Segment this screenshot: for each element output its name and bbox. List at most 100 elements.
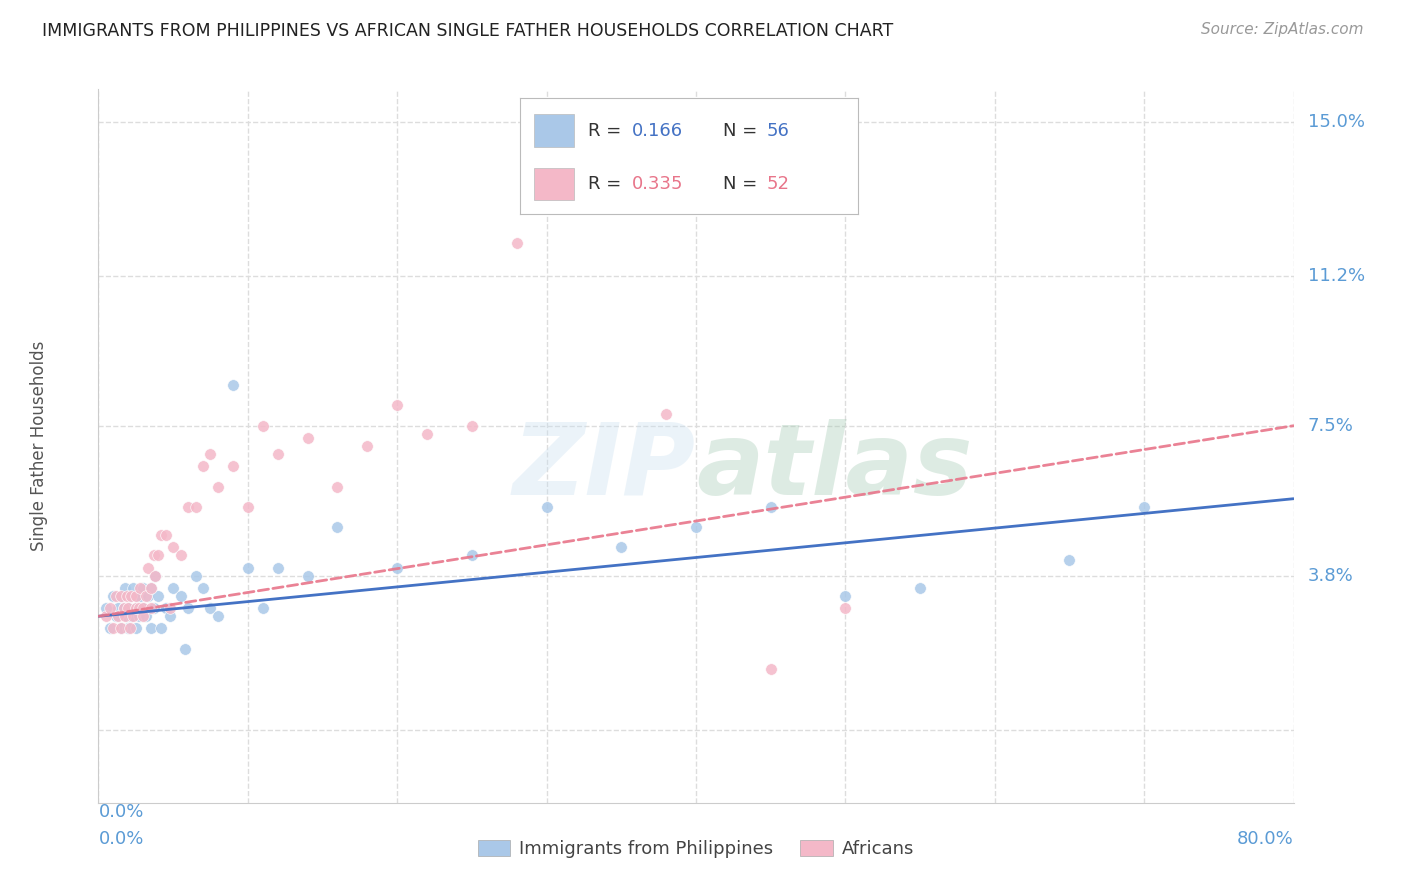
Point xyxy=(125,622,148,636)
Point xyxy=(252,601,274,615)
Point xyxy=(222,378,245,392)
Point xyxy=(129,589,152,603)
Point xyxy=(222,459,245,474)
Point xyxy=(200,601,222,615)
Point xyxy=(150,528,173,542)
Point xyxy=(94,601,117,615)
Point xyxy=(135,609,157,624)
Point xyxy=(184,568,207,582)
Point xyxy=(565,155,588,169)
Text: IMMIGRANTS FROM PHILIPPINES VS AFRICAN SINGLE FATHER HOUSEHOLDS CORRELATION CHAR: IMMIGRANTS FROM PHILIPPINES VS AFRICAN S… xyxy=(42,22,893,40)
Point xyxy=(132,609,155,624)
Point xyxy=(159,601,181,615)
Point xyxy=(174,641,197,656)
Text: Source: ZipAtlas.com: Source: ZipAtlas.com xyxy=(1201,22,1364,37)
Point xyxy=(155,528,177,542)
Point xyxy=(536,500,558,514)
Point xyxy=(136,589,159,603)
Point xyxy=(110,589,132,603)
Point xyxy=(416,426,439,441)
Point xyxy=(125,601,148,615)
Text: R =: R = xyxy=(588,175,627,193)
Point xyxy=(297,568,319,582)
Text: 56: 56 xyxy=(766,121,789,139)
Point xyxy=(1059,552,1081,566)
Point xyxy=(129,581,152,595)
Point xyxy=(103,622,125,636)
Point xyxy=(120,589,142,603)
Point xyxy=(136,560,159,574)
Point xyxy=(834,601,856,615)
Point xyxy=(610,541,633,555)
Point xyxy=(114,581,136,595)
Point xyxy=(200,447,222,461)
Point xyxy=(169,549,191,563)
Text: Single Father Households: Single Father Households xyxy=(30,341,48,551)
Point xyxy=(461,418,484,433)
Point xyxy=(135,589,157,603)
Point xyxy=(834,589,856,603)
Point xyxy=(385,560,409,574)
Point xyxy=(143,568,166,582)
Point xyxy=(155,601,177,615)
Point xyxy=(162,581,184,595)
Point xyxy=(759,662,782,676)
Text: 11.2%: 11.2% xyxy=(1308,267,1365,285)
Point xyxy=(326,520,349,534)
Point xyxy=(236,560,259,574)
Point xyxy=(1133,500,1156,514)
Point xyxy=(132,601,155,615)
Point xyxy=(506,236,529,251)
Point xyxy=(139,601,162,615)
FancyBboxPatch shape xyxy=(534,168,574,200)
Point xyxy=(139,581,162,595)
Text: 0.0%: 0.0% xyxy=(98,830,143,847)
Point xyxy=(115,609,138,624)
Point xyxy=(139,581,162,595)
Point xyxy=(326,479,349,493)
Point xyxy=(252,418,274,433)
Point xyxy=(655,407,678,421)
Point xyxy=(121,609,143,624)
Text: N =: N = xyxy=(723,121,762,139)
Point xyxy=(127,589,149,603)
Point xyxy=(385,399,409,413)
Point xyxy=(120,609,142,624)
Point xyxy=(105,609,128,624)
Text: 80.0%: 80.0% xyxy=(1237,830,1294,847)
Point xyxy=(207,479,229,493)
Point xyxy=(908,581,931,595)
Point xyxy=(117,601,139,615)
Point xyxy=(128,601,150,615)
Point xyxy=(356,439,378,453)
Point xyxy=(98,601,122,615)
Point xyxy=(150,622,173,636)
Point xyxy=(191,581,214,595)
Point xyxy=(118,622,141,636)
Point xyxy=(114,609,136,624)
Point xyxy=(125,589,148,603)
Text: 7.5%: 7.5% xyxy=(1308,417,1354,434)
Point xyxy=(112,601,135,615)
Point xyxy=(177,601,200,615)
Point xyxy=(110,589,132,603)
Point xyxy=(143,568,166,582)
Point xyxy=(267,447,290,461)
Point xyxy=(139,622,162,636)
Point xyxy=(105,589,128,603)
Point xyxy=(148,589,170,603)
Point xyxy=(267,560,290,574)
Point xyxy=(169,589,191,603)
Text: 52: 52 xyxy=(766,175,790,193)
Point xyxy=(191,459,214,474)
Point xyxy=(110,622,132,636)
Text: 0.335: 0.335 xyxy=(631,175,683,193)
Point xyxy=(103,589,125,603)
Point xyxy=(112,601,135,615)
Point xyxy=(142,549,165,563)
Text: N =: N = xyxy=(723,175,762,193)
Point xyxy=(177,500,200,514)
Point xyxy=(759,500,782,514)
Point xyxy=(117,601,139,615)
Point xyxy=(142,601,165,615)
